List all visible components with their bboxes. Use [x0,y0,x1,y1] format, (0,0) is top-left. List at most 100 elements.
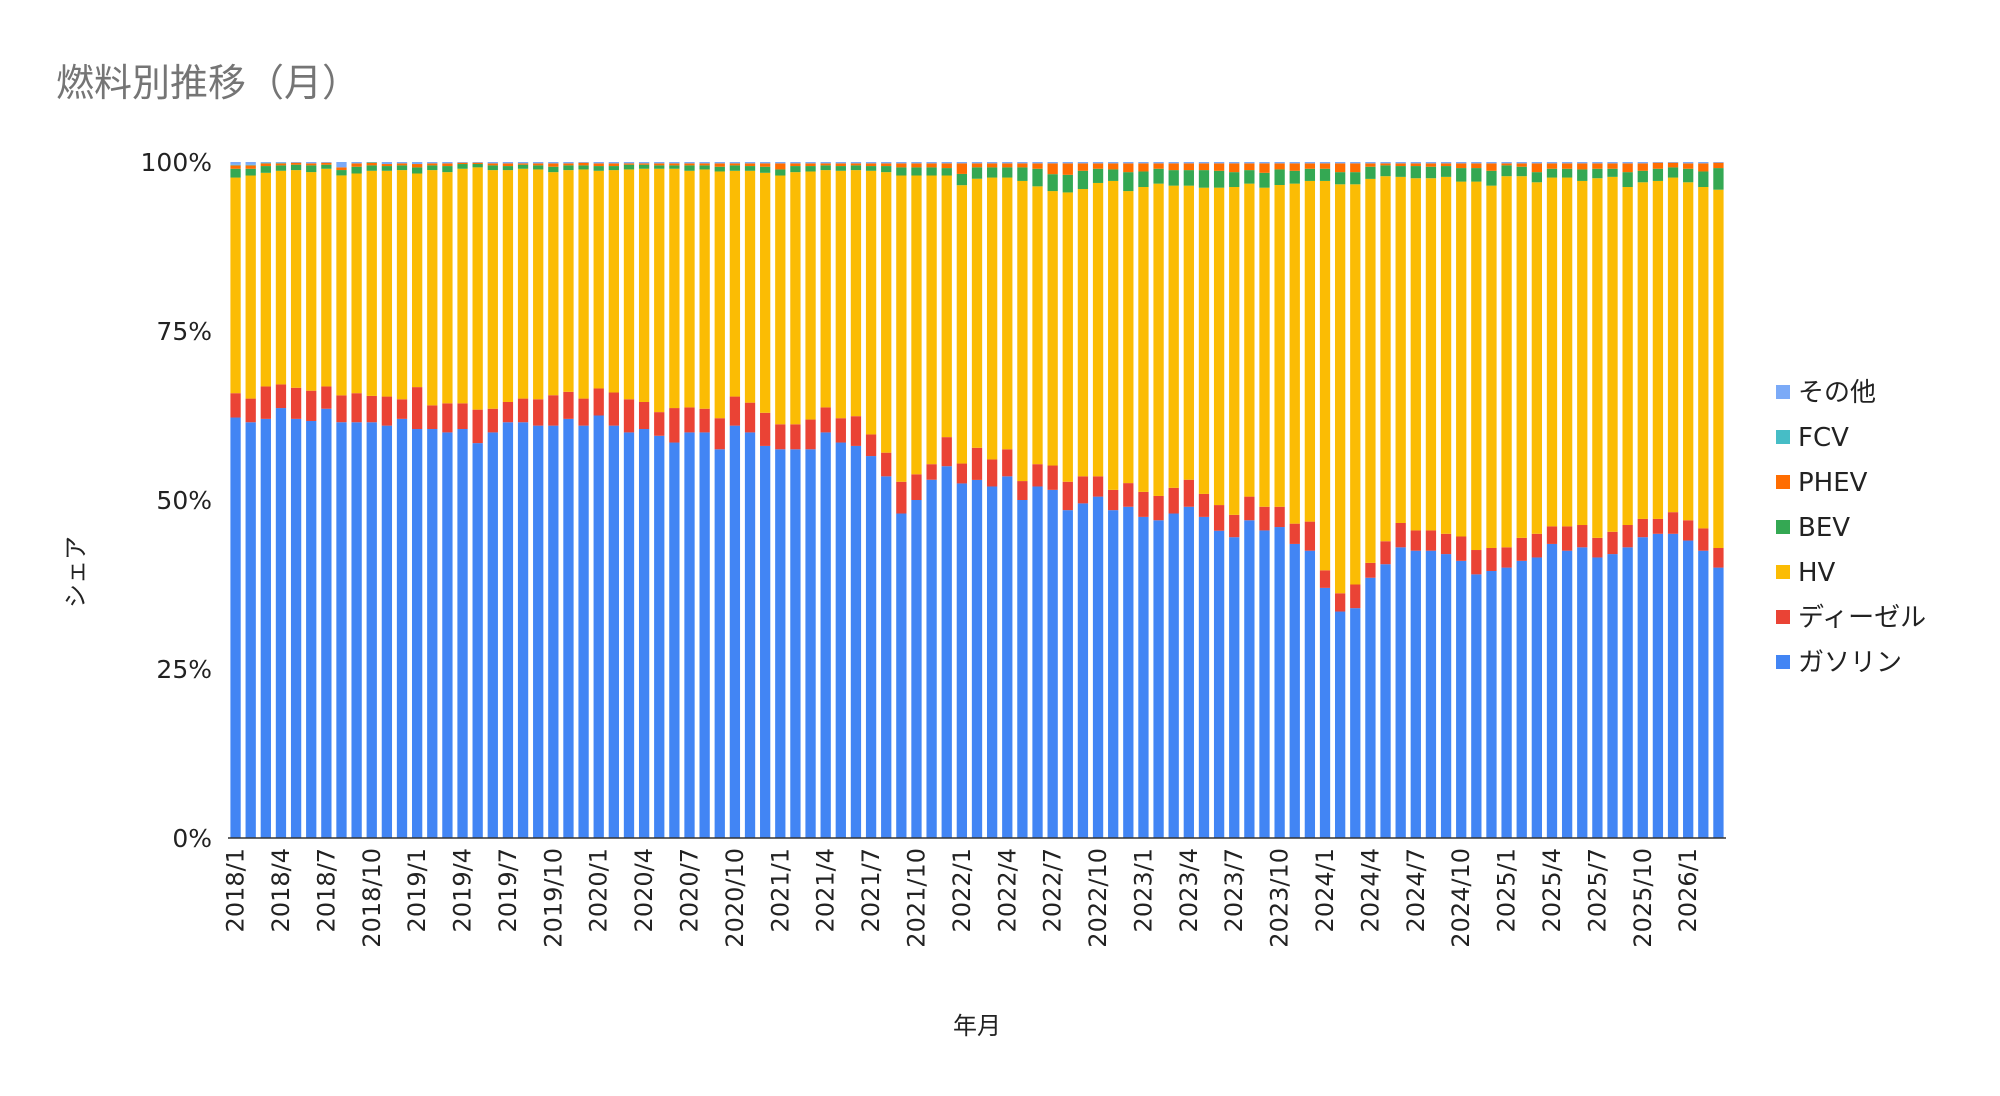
bar-segment [472,162,483,165]
bar-segment [1577,169,1588,181]
bar-segment [971,479,983,838]
bar-segment [1274,506,1285,528]
bar-segment [260,172,271,387]
x-tick-label: 2021/1 [766,848,794,932]
bar-segment [699,163,710,166]
bar-segment [1365,166,1376,179]
bar-segment [533,425,544,838]
bar-segment [396,165,408,171]
bar-segment [729,162,741,164]
x-tick-label: 2021/4 [812,848,840,932]
bar-segment [502,163,514,167]
bar-segment [1319,570,1331,588]
bar-segment [1637,170,1648,183]
bar-segment [381,425,393,838]
bar-segment [396,399,408,419]
bar-segment [1622,187,1633,526]
bar-segment [336,170,347,176]
bar-segment [654,163,665,166]
bar-segment [881,163,892,167]
bar-segment [971,178,983,448]
bar-segment [1304,162,1316,164]
bar-segment [1335,593,1346,612]
bar-segment [442,172,453,404]
bar-segment [790,424,801,450]
x-tick-label: 2022/1 [948,848,976,932]
bar-segment [442,163,453,167]
bar-segment [669,163,680,166]
bar-segment [1592,557,1603,838]
bar-segment [1637,182,1648,519]
bar-segment [911,175,922,475]
bar-segment [336,162,347,168]
x-tick-label: 2025/1 [1493,848,1521,932]
bar-segment [1456,536,1467,561]
x-tick-label: 2023/1 [1129,848,1157,932]
bar-segment [1592,162,1603,164]
bar-segment [578,162,589,163]
bar-segment [1350,584,1361,609]
bar-segment [442,403,453,433]
bar-segment [775,449,786,838]
bar-segment [457,403,468,430]
bar-segment [1062,174,1073,193]
bar-segment [593,415,604,838]
bar-segment [956,185,968,464]
bar-segment [1395,547,1406,838]
bar-segment [1289,183,1300,524]
bar-segment [502,166,514,171]
bar-segment [1440,162,1452,164]
bar-segment [790,172,801,425]
bar-segment [1289,523,1300,544]
bar-segment [230,393,241,418]
bar-segment [1198,187,1210,494]
bar-segment [1123,191,1134,484]
bar-segment [638,401,650,430]
bar-segment [321,162,332,163]
bar-segment [699,162,710,164]
bar-segment [366,165,377,171]
bar-segment [1183,185,1194,480]
bar-segment [487,170,498,409]
bar-segment [986,163,998,168]
bar-segment [956,483,968,838]
bar-segment [1607,163,1618,169]
bar-segment [230,168,241,178]
bar-segment [502,401,514,423]
bar-segment [275,162,287,163]
bar-segment [1335,611,1346,838]
bar-segment [1410,178,1421,531]
bar-segment [502,170,514,402]
bar-segment [442,162,453,164]
bar-segment [1561,168,1573,178]
bar-segment [1577,180,1588,526]
bar-segment [911,500,922,838]
bar-segment [321,162,332,165]
bar-segment [850,165,862,171]
bar-segment [1123,172,1134,192]
bar-segment [578,425,589,838]
bar-segment [926,163,937,168]
bar-segment [1440,554,1452,838]
bar-segment [245,162,256,165]
bar-segment [714,171,725,419]
bar-segment [1274,163,1285,170]
bar-segment [1017,180,1028,482]
bar-segment [1425,530,1437,551]
bar-segment [1667,512,1679,534]
bar-segment [790,162,801,164]
x-tick-label: 2018/10 [358,848,386,948]
bar-segment [744,163,756,167]
bar-segment [1713,548,1724,568]
bar-segment [1698,550,1709,838]
bar-segment [1531,172,1542,183]
bar-segment [1440,176,1452,534]
bar-segment [1350,162,1361,164]
bar-segment [290,418,302,838]
bar-segment [1546,163,1558,169]
bar-segment [1667,162,1679,168]
x-tick-label: 2020/4 [630,848,658,932]
bar-segment [699,165,710,170]
bar-segment [396,418,408,838]
bar-segment [714,449,725,838]
